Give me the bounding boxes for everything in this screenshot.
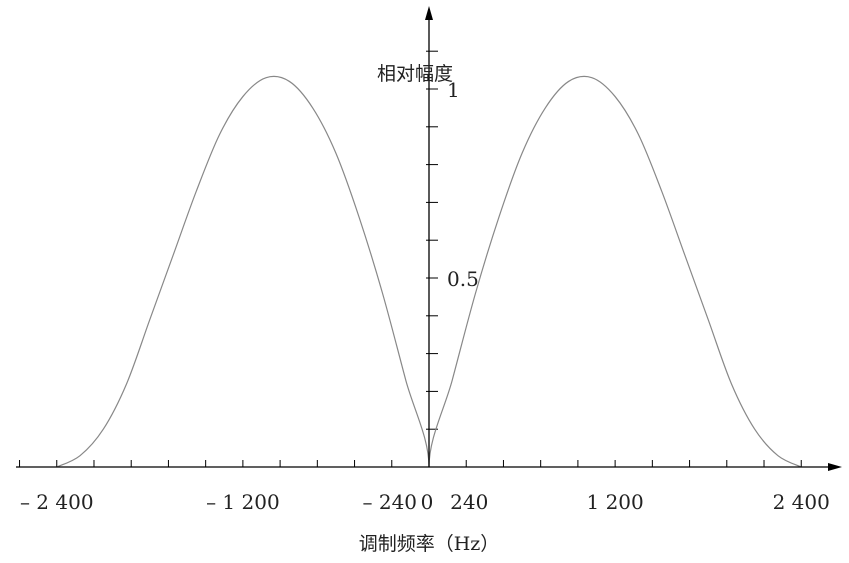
x-tick-label: 240 bbox=[450, 490, 488, 514]
y-axis-title: 相对幅度 bbox=[377, 63, 453, 85]
y-tick-label: 0.5 bbox=[447, 267, 479, 291]
x-tick-label: 0 bbox=[421, 490, 434, 514]
y-axis-arrow bbox=[425, 6, 433, 20]
x-axis-arrow bbox=[828, 463, 842, 471]
x-tick-label: – 2 400 bbox=[20, 490, 94, 514]
x-tick-label: – 1 200 bbox=[206, 490, 280, 514]
x-tick-label: 2 400 bbox=[773, 490, 830, 514]
axis-ticks bbox=[20, 51, 802, 467]
x-axis-title: 调制频率（Hz） bbox=[359, 533, 500, 555]
x-tick-label: – 240 bbox=[363, 490, 418, 514]
x-tick-label: 1 200 bbox=[586, 490, 643, 514]
